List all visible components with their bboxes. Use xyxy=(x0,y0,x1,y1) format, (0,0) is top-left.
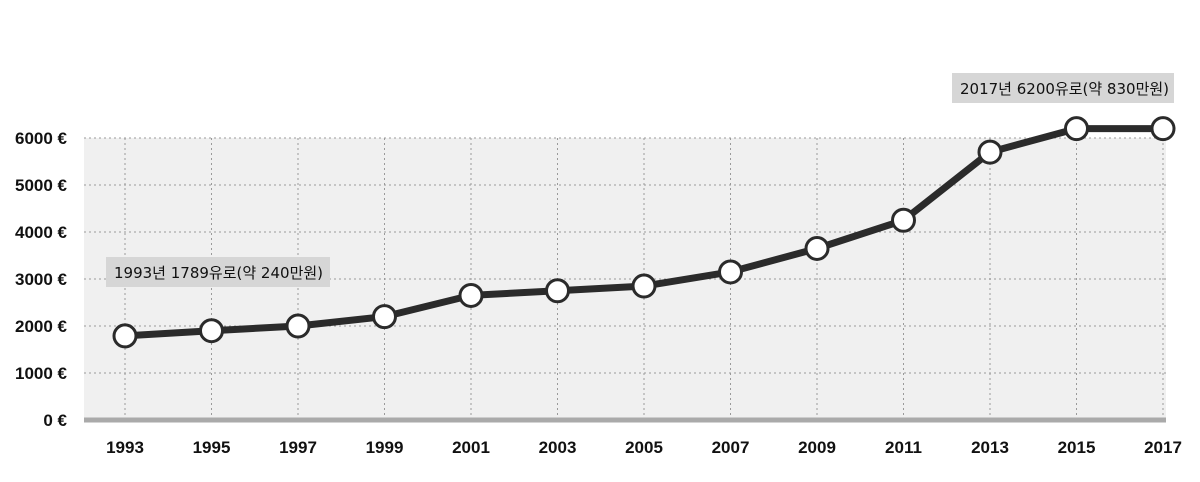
x-tick-label: 1999 xyxy=(366,438,404,457)
data-point xyxy=(718,259,743,285)
annotation-2017-box xyxy=(952,73,1174,103)
data-point xyxy=(804,235,830,261)
x-tick-label: 1993 xyxy=(106,438,144,457)
data-point xyxy=(458,282,484,308)
annotation-1993-box xyxy=(106,257,330,287)
data-point xyxy=(545,278,570,304)
annotation-2017-text: 2017년 6200유로(약 830만원) xyxy=(960,80,1169,98)
y-tick-label: 0 € xyxy=(43,411,67,430)
annotation-1993-text: 1993년 1789유로(약 240만원) xyxy=(114,264,323,282)
x-tick-label: 2017 xyxy=(1144,438,1182,457)
data-point xyxy=(112,323,138,349)
x-tick-label: 1995 xyxy=(193,438,231,457)
y-tick-label: 3000 € xyxy=(15,270,68,289)
y-tick-label: 5000 € xyxy=(15,176,68,195)
x-tick-label: 2009 xyxy=(798,438,836,457)
x-axis-ticks: 1993 1995 1997 1999 2001 2003 2005 2007 2009 2011… xyxy=(106,438,1182,457)
y-tick-label: 6000 € xyxy=(15,129,68,148)
x-tick-label: 2013 xyxy=(971,438,1009,457)
x-tick-label: 2007 xyxy=(712,438,750,457)
annotation-1993: 1993년 1789유로(약 240만원) xyxy=(106,257,330,287)
x-tick-label: 2011 xyxy=(885,438,922,457)
y-tick-label: 1000 € xyxy=(15,364,68,383)
x-tick-label: 2001 xyxy=(452,438,490,457)
y-tick-label: 4000 € xyxy=(15,223,68,242)
y-tick-label: 2000 € xyxy=(15,317,68,336)
data-point xyxy=(1150,116,1176,142)
data-point xyxy=(372,304,397,330)
data-point xyxy=(977,139,1003,165)
data-point xyxy=(199,318,224,344)
x-tick-label: 2003 xyxy=(539,438,577,457)
x-tick-label: 2005 xyxy=(625,438,663,457)
data-point xyxy=(285,313,311,339)
annotation-2017: 2017년 6200유로(약 830만원) xyxy=(952,73,1174,103)
data-points xyxy=(112,116,1176,349)
y-axis-ticks: 0 € 1000 € 2000 € 3000 € 4000 € 5000 € 6000 € xyxy=(15,129,68,430)
x-tick-label: 2015 xyxy=(1058,438,1096,457)
data-point xyxy=(631,273,657,299)
x-tick-label: 1997 xyxy=(279,438,317,457)
data-point xyxy=(891,207,916,233)
data-point xyxy=(1064,116,1089,142)
